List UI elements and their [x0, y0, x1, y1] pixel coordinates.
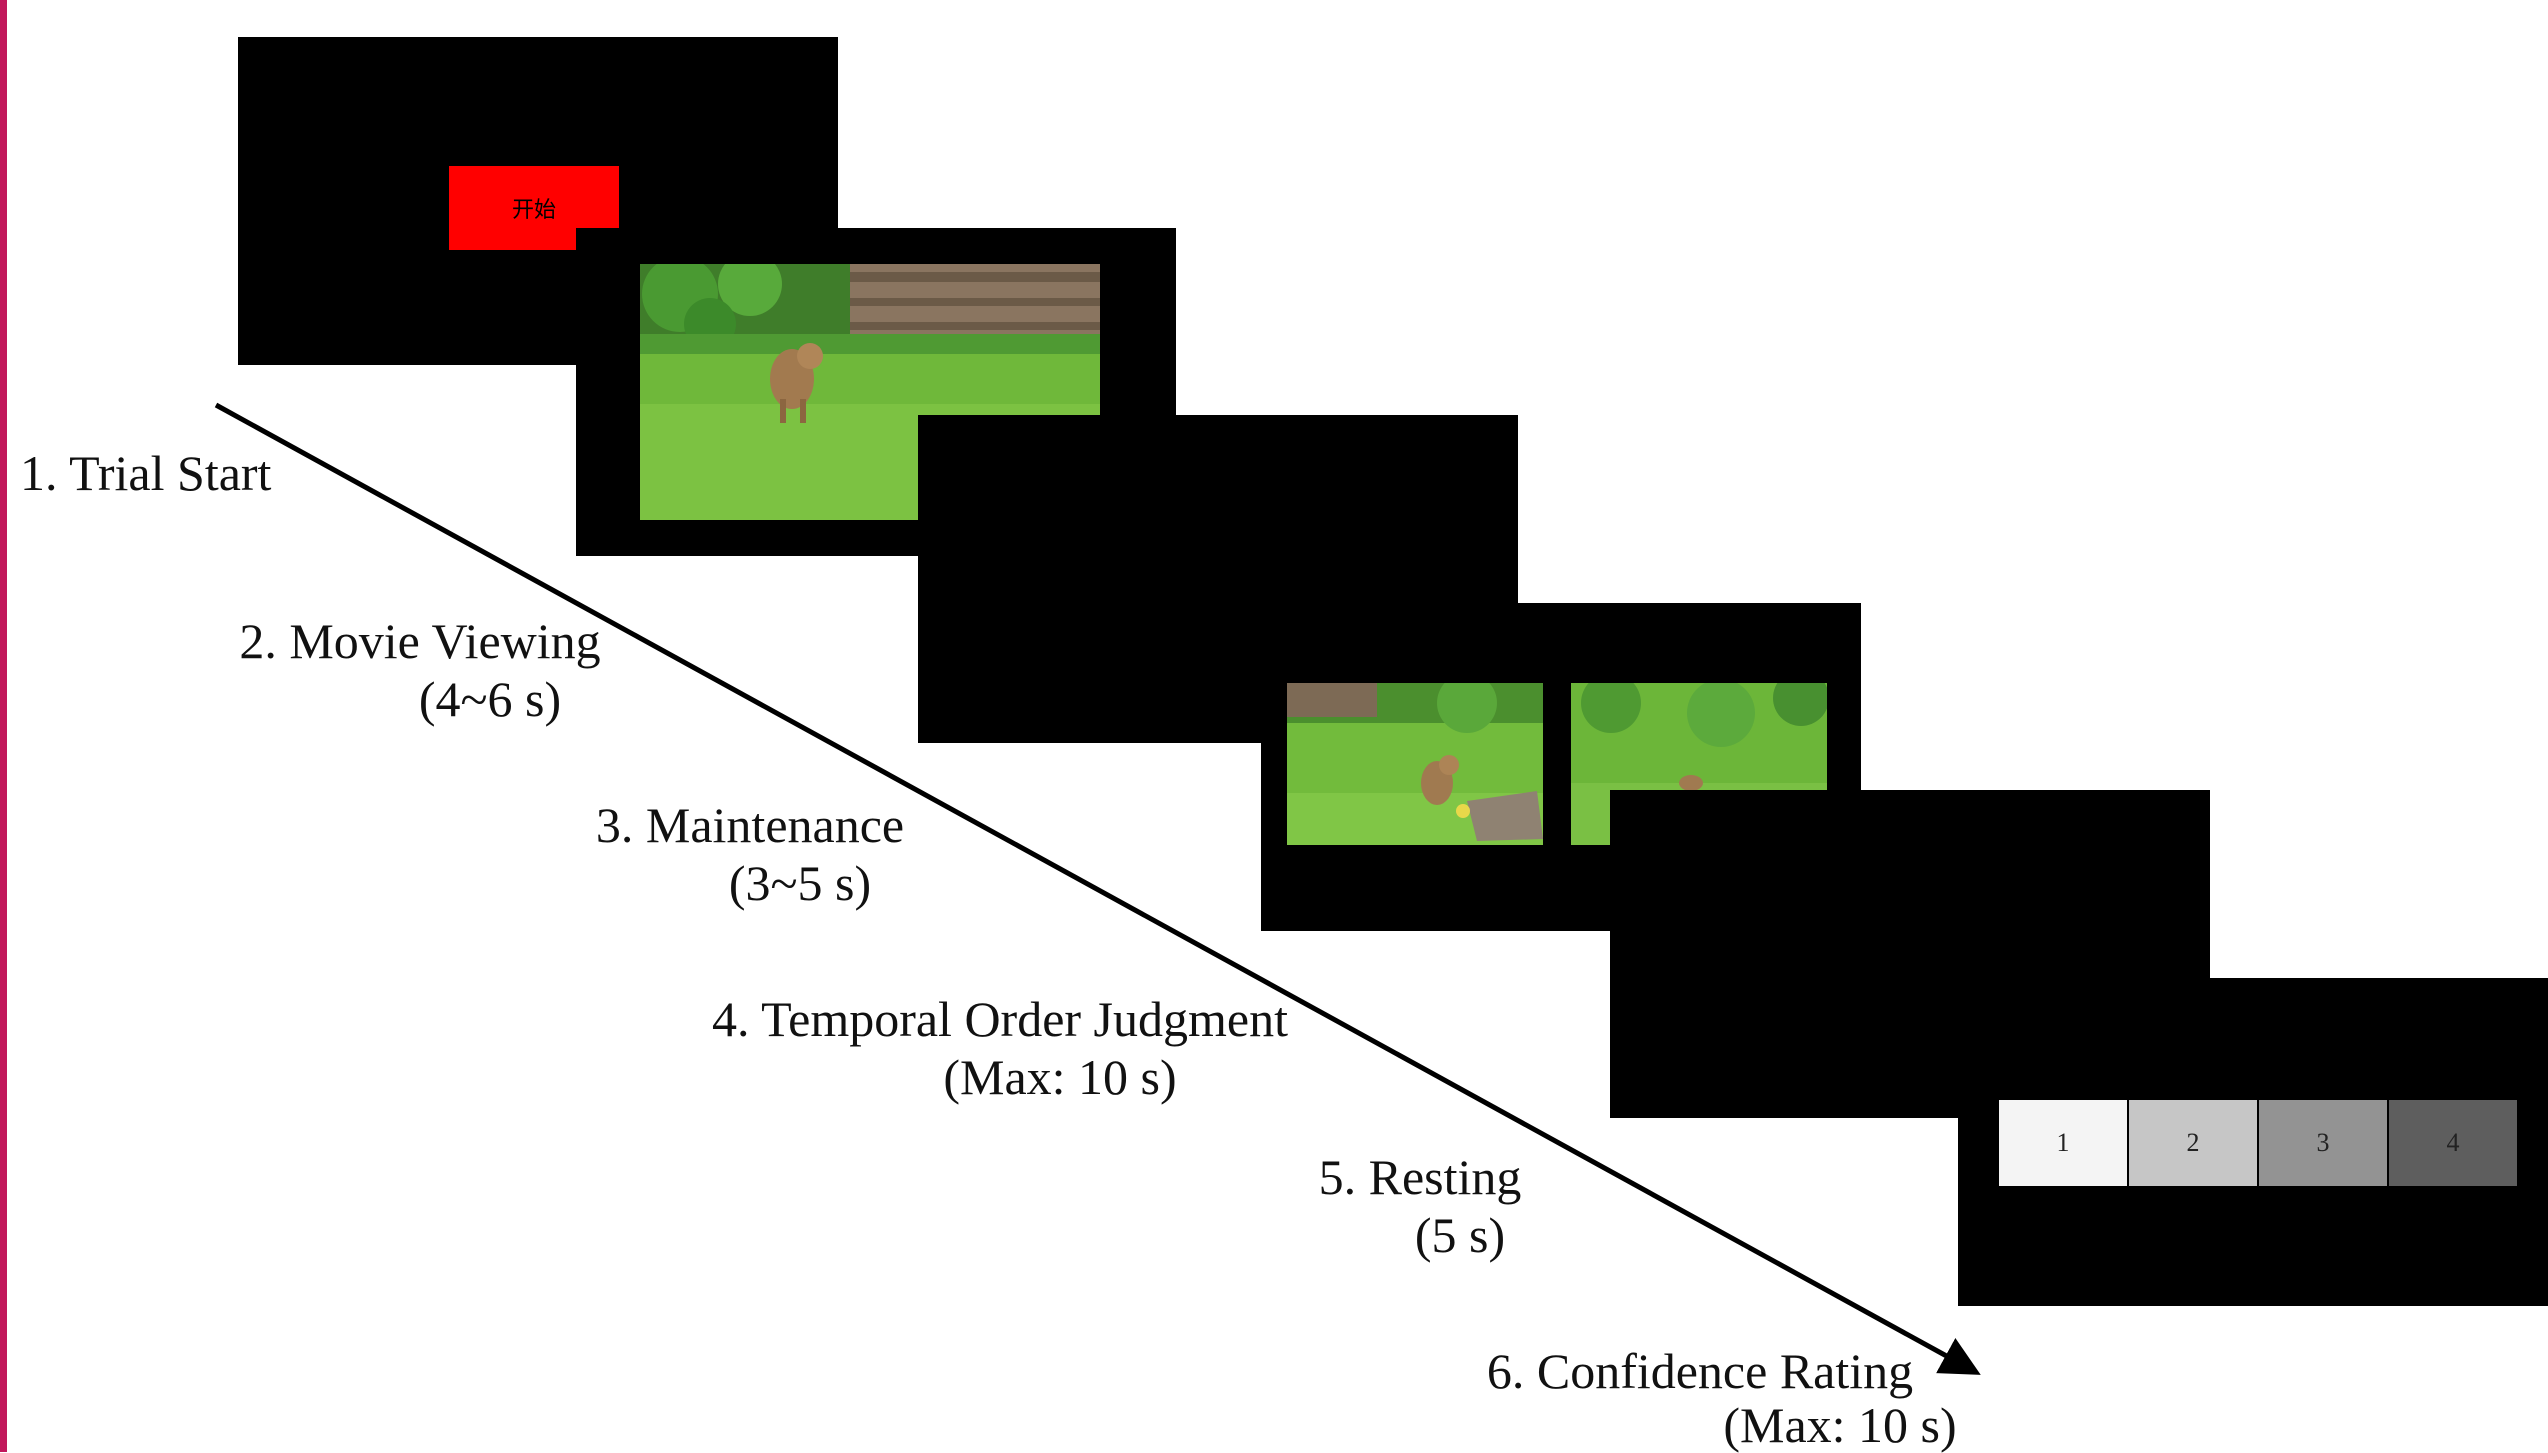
- stage-title: 1. Trial Start: [20, 445, 272, 501]
- confidence-option-1[interactable]: 1: [1999, 1100, 2127, 1186]
- stage-duration: (Max: 10 s): [943, 1049, 1177, 1105]
- stage-title: 4. Temporal Order Judgment: [711, 991, 1288, 1047]
- confidence-option-3[interactable]: 3: [2259, 1100, 2387, 1186]
- stage-title: 3. Maintenance: [595, 797, 905, 853]
- stage-label-trial-start: 1. Trial Start: [20, 444, 330, 502]
- screen-confidence-rating: 1 2 3 4: [1958, 978, 2548, 1306]
- screen-movie-viewing: [576, 228, 1176, 556]
- stage-duration: (4~6 s): [418, 671, 562, 727]
- stage-duration: (Max: 10 s): [1723, 1397, 1957, 1453]
- stage-label-maintenance: 3. Maintenance (3~5 s): [540, 796, 960, 912]
- stage-duration: (3~5 s): [728, 855, 872, 911]
- clip-option-left-image[interactable]: [1287, 683, 1543, 845]
- confidence-option-4[interactable]: 4: [2389, 1100, 2517, 1186]
- confidence-option-2[interactable]: 2: [2129, 1100, 2257, 1186]
- stage-label-temporal-order-judgment: 4. Temporal Order Judgment (Max: 10 s): [640, 990, 1360, 1106]
- stage-duration: (5 s): [1414, 1207, 1506, 1263]
- stage-title: 5. Resting: [1318, 1149, 1522, 1205]
- stage-title: 6. Confidence Rating: [1486, 1343, 1914, 1399]
- movie-frame-image: [640, 264, 1100, 520]
- stage-label-resting: 5. Resting (5 s): [1260, 1148, 1580, 1264]
- confidence-scale: 1 2 3 4: [1999, 1100, 2517, 1186]
- stage-label-movie-viewing: 2. Movie Viewing (4~6 s): [190, 612, 650, 728]
- screen-temporal-order-judgment: [1261, 603, 1861, 931]
- left-edge-bar: [0, 0, 7, 1452]
- stage-title: 2. Movie Viewing: [239, 613, 601, 669]
- stage-label-confidence-rating: 6. Confidence Rating (Max: 10 s): [1450, 1343, 1957, 1452]
